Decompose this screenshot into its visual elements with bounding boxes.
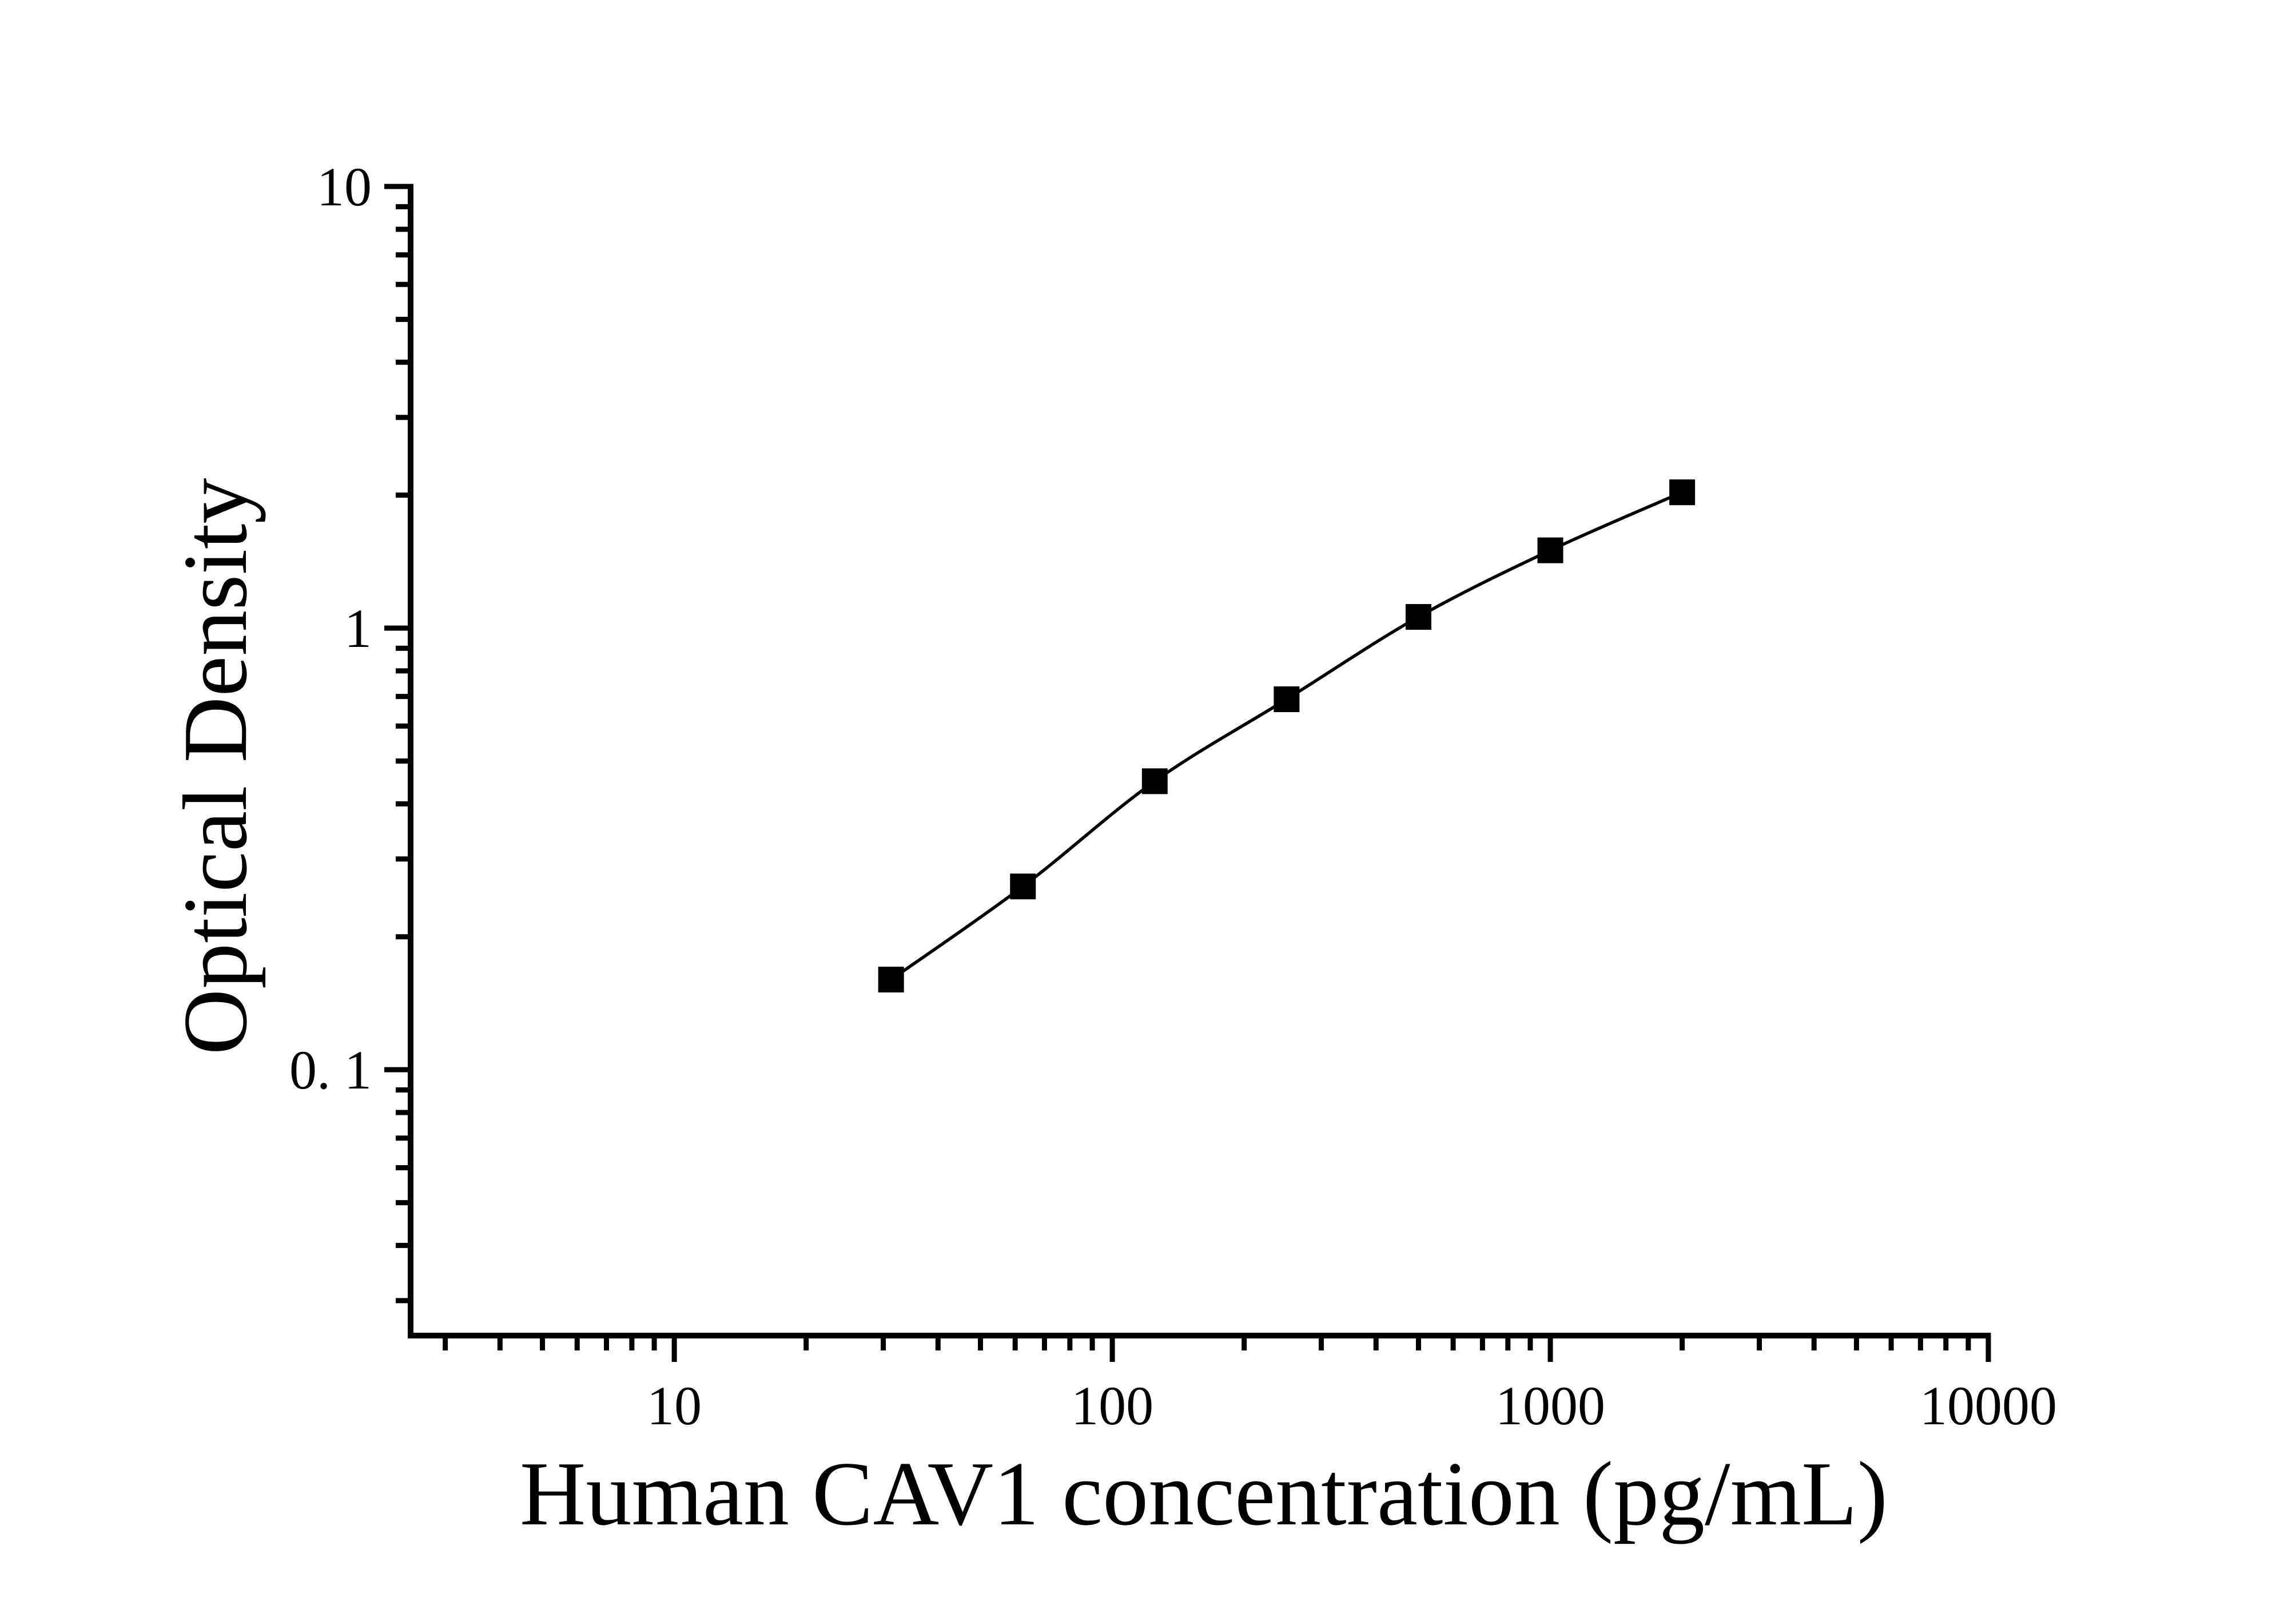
y-tick-label: 10 [317,156,372,217]
y-tick-label: 0. 1 [289,1039,372,1101]
x-tick-label: 10 [647,1375,702,1436]
x-tick-label: 10000 [1920,1375,2057,1436]
data-point-marker [1010,873,1036,900]
x-tick-label: 100 [1071,1375,1153,1436]
data-point-marker [1537,537,1563,563]
plot-area: 10 100 1000 10000 10 1 0. 1 [289,156,2057,1436]
data-point-marker [1274,686,1300,713]
data-point-marker [1141,768,1168,794]
data-point-marker [878,967,904,993]
data-point-marker [1669,479,1696,506]
y-axis-title: Optical Density [164,478,266,1055]
curve-line [890,491,1683,981]
x-axis-title: Human CAV1 concentration (pg/mL) [520,1443,1888,1544]
x-tick-label: 1000 [1495,1375,1605,1436]
y-tick-label: 1 [344,598,372,659]
data-point-marker [1405,604,1431,630]
